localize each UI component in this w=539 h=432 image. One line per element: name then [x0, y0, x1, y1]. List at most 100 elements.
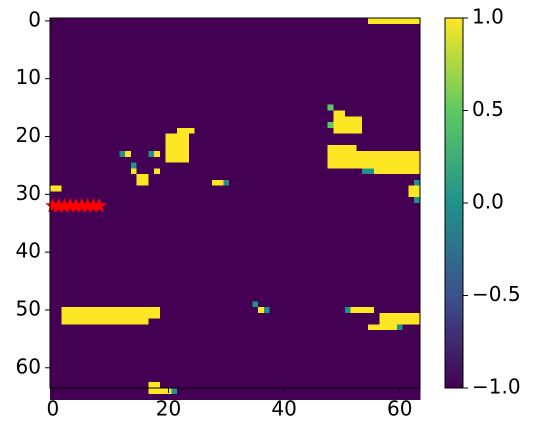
heatmap-cell: [177, 150, 184, 158]
heatmap-cell: [275, 382, 282, 389]
heatmap-cell: [119, 220, 126, 227]
heatmap-cell: [125, 116, 132, 123]
heatmap-cell: [165, 220, 172, 227]
heatmap-cell: [159, 133, 167, 140]
heatmap-cell: [258, 301, 265, 308]
heatmap-cell: [73, 168, 80, 175]
heatmap-cell: [148, 208, 155, 215]
heatmap-cell: [177, 330, 184, 337]
heatmap-cell: [263, 23, 271, 30]
heatmap-cell: [50, 145, 57, 152]
heatmap-cell: [362, 318, 369, 325]
heatmap-cell: [211, 289, 219, 296]
heatmap-cell: [154, 376, 161, 383]
heatmap-cell: [55, 75, 62, 82]
heatmap-cell: [154, 122, 161, 129]
heatmap-cell: [391, 283, 398, 291]
heatmap-cell: [73, 278, 80, 285]
heatmap-cell: [344, 283, 352, 291]
heatmap-cell: [385, 214, 392, 221]
heatmap-cell: [223, 162, 230, 169]
heatmap-cell: [223, 231, 230, 239]
heatmap-cell: [344, 289, 352, 296]
heatmap-cell: [396, 191, 404, 198]
heatmap-cell: [298, 214, 305, 221]
heatmap-cell: [414, 64, 421, 71]
heatmap-cell: [246, 272, 253, 279]
heatmap-cell: [281, 93, 288, 100]
heatmap-cell: [119, 23, 126, 30]
heatmap-cell: [113, 35, 120, 42]
heatmap-cell: [367, 81, 375, 88]
heatmap-cell: [298, 203, 305, 210]
heatmap-cell: [119, 104, 126, 111]
heatmap-cell: [327, 185, 334, 192]
heatmap-cell: [67, 150, 74, 158]
heatmap-cell: [310, 359, 317, 366]
heatmap-cell: [130, 174, 138, 181]
heatmap-cell: [130, 203, 138, 210]
heatmap-cell: [130, 46, 138, 54]
heatmap-cell: [148, 23, 155, 30]
heatmap-cell: [61, 330, 68, 337]
heatmap-cell: [50, 370, 57, 377]
heatmap-cell: [84, 388, 91, 395]
heatmap-cell: [275, 243, 282, 250]
heatmap-cell: [119, 162, 126, 169]
heatmap-cell: [258, 156, 265, 163]
heatmap-cell: [96, 29, 103, 36]
heatmap-cell: [136, 237, 143, 244]
heatmap-cell: [269, 197, 276, 204]
heatmap-cell: [315, 81, 323, 88]
heatmap-cell: [281, 382, 288, 389]
heatmap-cell: [292, 133, 299, 140]
heatmap-cell: [211, 162, 219, 169]
heatmap-cell: [119, 127, 126, 135]
heatmap-cell: [154, 156, 161, 163]
heatmap-cell: [217, 376, 224, 383]
heatmap-cell: [292, 156, 299, 163]
heatmap-cell: [142, 145, 149, 152]
heatmap-cell: [217, 41, 224, 48]
heatmap-cell: [102, 243, 109, 250]
heatmap-cell: [211, 93, 219, 100]
heatmap-cell: [119, 145, 126, 152]
heatmap-cell: [327, 203, 334, 210]
heatmap-cell: [252, 18, 259, 25]
heatmap-cell: [344, 393, 352, 400]
heatmap-cell: [362, 278, 369, 285]
heatmap-cell: [414, 382, 421, 389]
heatmap-cell: [206, 255, 213, 262]
heatmap-cell: [142, 174, 149, 181]
heatmap-cell: [102, 145, 109, 152]
heatmap-cell: [252, 75, 259, 82]
heatmap-cell: [142, 324, 149, 331]
heatmap-cell: [379, 197, 386, 204]
heatmap-cell: [107, 156, 114, 163]
heatmap-cell: [136, 185, 143, 192]
heatmap-cell: [223, 243, 230, 250]
heatmap-cell: [235, 145, 242, 152]
heatmap-cell: [119, 70, 126, 77]
heatmap-cell: [206, 214, 213, 221]
heatmap-cell: [159, 266, 167, 273]
heatmap-cell: [321, 35, 328, 42]
heatmap-cell: [217, 52, 224, 59]
heatmap-cell: [362, 110, 369, 117]
heatmap-cell: [200, 64, 207, 71]
heatmap-cell: [188, 307, 195, 314]
colorbar-tick-label: 1.0: [472, 5, 504, 29]
heatmap-cell: [154, 70, 161, 77]
heatmap-cell: [362, 283, 369, 291]
heatmap-cell: [188, 104, 195, 111]
heatmap-cell: [396, 301, 404, 308]
heatmap-cell: [333, 191, 340, 198]
heatmap-cell: [206, 353, 213, 360]
heatmap-cell: [130, 353, 138, 360]
heatmap-cell: [402, 208, 409, 215]
heatmap-cell: [177, 168, 184, 175]
heatmap-cell: [113, 359, 120, 366]
heatmap-cell: [321, 145, 328, 152]
heatmap-cell: [211, 272, 219, 279]
heatmap-cell: [102, 52, 109, 59]
